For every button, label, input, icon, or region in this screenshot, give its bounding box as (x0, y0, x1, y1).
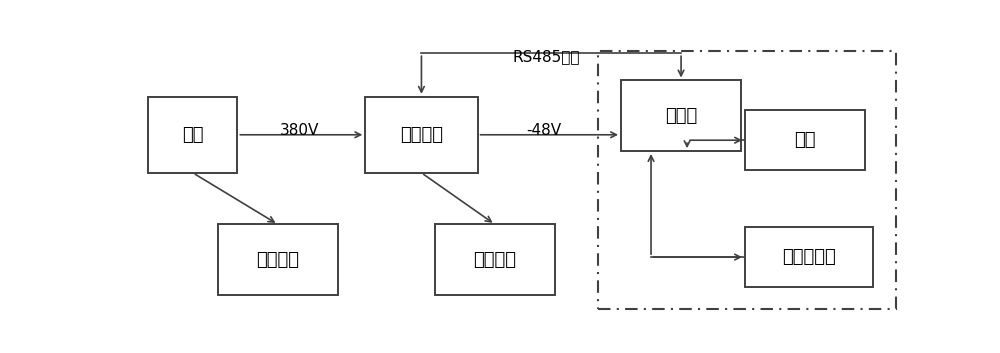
Text: -48V: -48V (526, 123, 561, 138)
Text: RS485通讯: RS485通讯 (512, 49, 580, 64)
Bar (598, 50, 896, 309)
Text: 锂电池系统: 锂电池系统 (782, 248, 836, 266)
Bar (745, 110, 865, 170)
Bar (218, 225, 338, 295)
Bar (621, 80, 741, 151)
Bar (365, 97, 478, 173)
Bar (435, 225, 555, 295)
Text: 市电: 市电 (182, 126, 204, 144)
Text: 铅酸: 铅酸 (794, 131, 816, 149)
Bar (745, 227, 873, 287)
Text: 380V: 380V (280, 123, 319, 138)
Text: 通信设备: 通信设备 (474, 251, 517, 269)
Text: 开关电源: 开关电源 (400, 126, 443, 144)
Text: 智控盒: 智控盒 (665, 107, 697, 125)
Bar (148, 97, 237, 173)
Text: 空调照明: 空调照明 (257, 251, 300, 269)
